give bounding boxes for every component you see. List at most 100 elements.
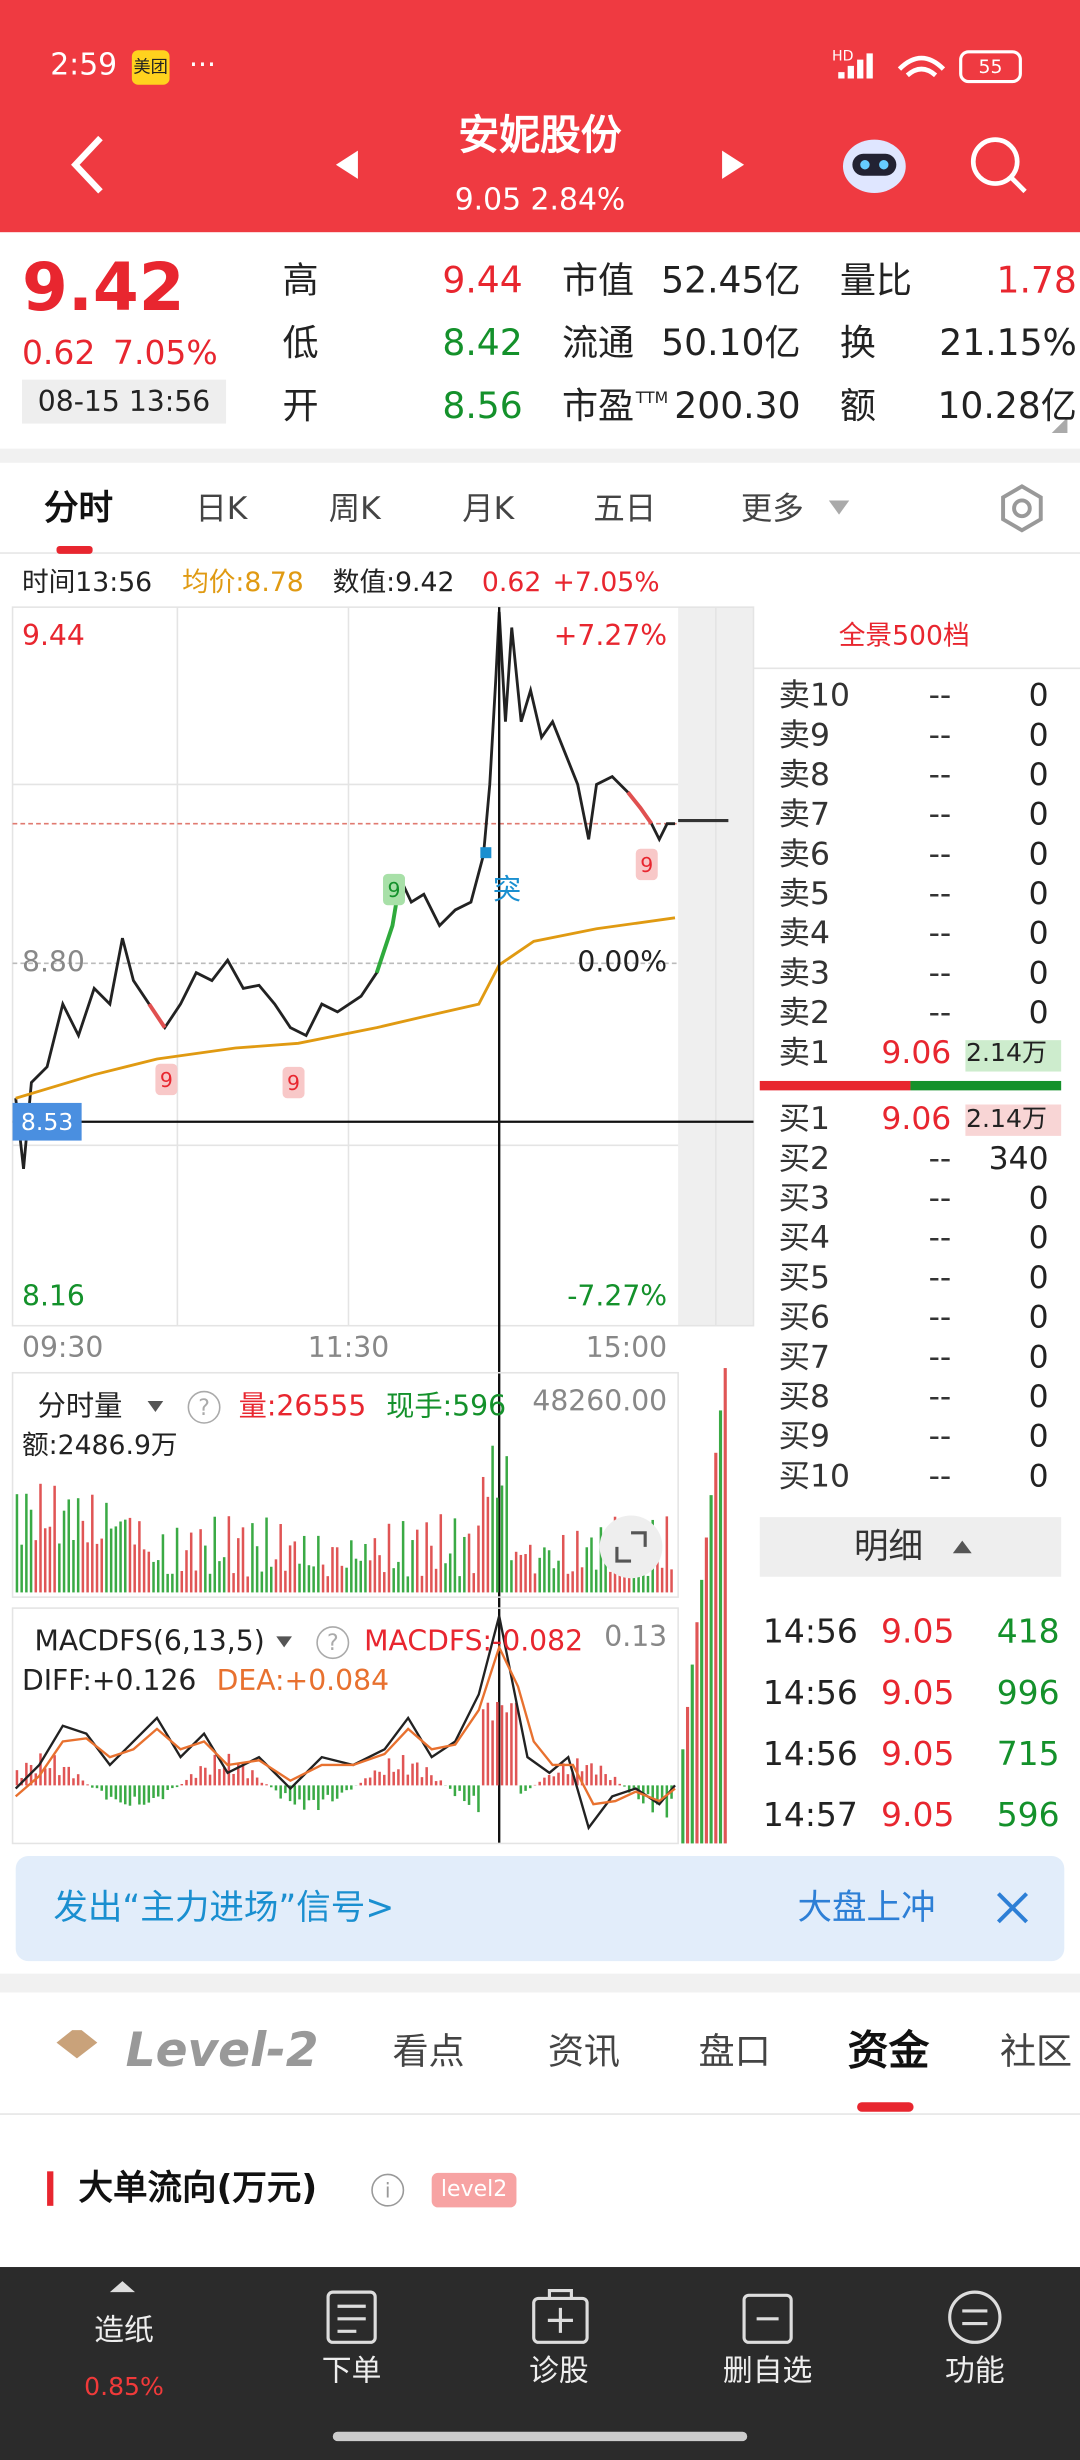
vol-bar	[500, 1485, 504, 1593]
vol-bar	[72, 1539, 75, 1593]
detail-arrow	[952, 1540, 972, 1554]
macd-bar	[100, 1785, 103, 1791]
book-price: --	[929, 995, 952, 1031]
book-volume: 0	[1029, 1419, 1049, 1455]
badge-bg	[131, 50, 170, 85]
macd-bar	[199, 1766, 202, 1786]
next[interactable]	[722, 150, 745, 179]
book-price: --	[929, 1379, 952, 1415]
pct-label: 0.00%	[577, 945, 667, 978]
vol-bar	[222, 1557, 226, 1593]
tab[interactable]: 日K	[195, 491, 248, 527]
book-price: --	[929, 1300, 952, 1336]
robot[interactable]	[842, 139, 906, 193]
macd-bar	[95, 1785, 99, 1789]
tab[interactable]: 五日	[593, 491, 656, 527]
volume: 量:26555	[239, 1389, 367, 1422]
detail-title[interactable]: 明细	[854, 1527, 923, 1567]
book-price: --	[929, 916, 952, 952]
vol-bar	[383, 1572, 386, 1593]
macd-bar	[326, 1785, 330, 1795]
volume-bars	[15, 1445, 673, 1593]
nav-label[interactable]: 造纸	[94, 2313, 154, 2348]
bottom-tab[interactable]: 资金	[848, 2027, 930, 2075]
nav-label[interactable]: 诊股	[529, 2354, 589, 2389]
signal-badge	[282, 1066, 305, 1099]
macd-bar	[627, 1785, 631, 1793]
vol-bar	[665, 1516, 669, 1593]
vol-bar	[519, 1554, 523, 1593]
trade-volume: 715	[997, 1734, 1060, 1773]
macd-bar	[91, 1785, 94, 1788]
after-bar	[690, 1664, 694, 1844]
macd-bar	[222, 1767, 226, 1786]
vol-bar	[359, 1560, 362, 1593]
vol-bar	[331, 1547, 334, 1593]
vol-bar	[496, 1497, 499, 1593]
bottom-tab[interactable]: 盘口	[699, 2031, 771, 2073]
nav-label[interactable]: 下单	[322, 2354, 382, 2389]
prev[interactable]	[335, 150, 358, 179]
expand-icon	[615, 1531, 647, 1563]
vol-bar	[251, 1523, 254, 1593]
trade-volume: 418	[997, 1612, 1060, 1651]
bottom-tab[interactable]: 社区	[1000, 2031, 1072, 2073]
vol-bar	[246, 1576, 249, 1593]
bottom-tab[interactable]: 看点	[392, 2031, 464, 2073]
macd-bar	[364, 1778, 367, 1786]
y-label: 8.80	[22, 945, 85, 978]
tab[interactable]: 月K	[462, 491, 515, 527]
macd-bar	[43, 1768, 47, 1786]
vol-bar	[350, 1540, 353, 1593]
trade-price: 9.05	[881, 1673, 954, 1712]
vol-bar	[660, 1567, 664, 1593]
vol-bar	[566, 1573, 570, 1593]
vol-bar	[321, 1564, 325, 1593]
time-label: 11:30	[308, 1331, 389, 1364]
book-volume: 0	[1029, 678, 1049, 714]
macd-bar	[585, 1765, 589, 1786]
vol-bar	[128, 1517, 132, 1593]
macd-bar	[472, 1785, 476, 1796]
back[interactable]	[71, 135, 103, 194]
tab[interactable]: 更多	[741, 491, 804, 527]
macd-bar	[76, 1774, 80, 1786]
book-label: 卖9	[779, 717, 830, 753]
search[interactable]	[970, 137, 1027, 194]
settings[interactable]	[1001, 484, 1043, 533]
tab[interactable]: 分时	[44, 488, 113, 528]
dropdown	[276, 1636, 292, 1648]
vol-bar	[594, 1569, 598, 1593]
close[interactable]	[996, 1892, 1029, 1924]
vol-bar	[354, 1558, 358, 1593]
book-price: 9.06	[881, 1101, 951, 1137]
macd-bar	[274, 1785, 278, 1791]
divider	[0, 448, 1080, 463]
macd-bar	[58, 1775, 61, 1786]
vol-bar	[604, 1551, 607, 1593]
nav-label[interactable]: 功能	[945, 2354, 1005, 2389]
macd-bar	[312, 1785, 315, 1800]
book-label: 买3	[779, 1181, 830, 1217]
vol-bar	[91, 1494, 94, 1593]
selector[interactable]: MACDFS(6,13,5)	[35, 1625, 265, 1658]
macd-bar	[232, 1773, 235, 1786]
book-title: 全景500档	[839, 620, 970, 651]
macd-bar	[208, 1774, 212, 1786]
price-highlight	[626, 791, 654, 825]
nav-label[interactable]: 删自选	[723, 2354, 812, 2389]
banner[interactable]	[15, 1855, 1065, 1962]
tab[interactable]: 周K	[329, 491, 382, 527]
macdfs: MACDFS:-0.082	[364, 1625, 583, 1658]
expand[interactable]	[599, 1515, 663, 1579]
book-volume: 0	[1029, 955, 1049, 991]
tab-underline	[857, 2102, 914, 2112]
vol-bar	[298, 1563, 301, 1593]
bottom-tab[interactable]: 资讯	[548, 2031, 620, 2073]
macd-bar	[463, 1785, 466, 1802]
book-volume: 0	[1029, 1300, 1049, 1336]
book-price: --	[929, 717, 952, 753]
selector[interactable]: 分时量	[38, 1389, 123, 1422]
macd-bar	[25, 1762, 28, 1786]
